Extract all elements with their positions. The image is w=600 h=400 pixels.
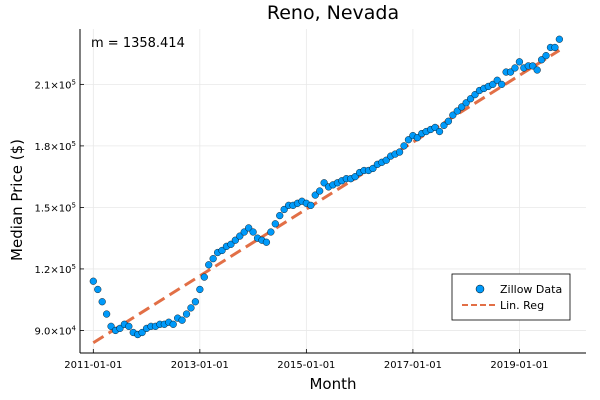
data-point [382, 156, 390, 164]
legend-label-lin-reg: Lin. Reg [500, 299, 544, 312]
data-point [555, 35, 563, 43]
data-point [138, 328, 146, 337]
data-point [271, 220, 279, 228]
legend-box [451, 273, 571, 321]
regression-line-layer [92, 49, 561, 345]
data-point [103, 310, 111, 318]
data-point [351, 173, 359, 181]
data-point [395, 148, 404, 156]
data-point [191, 298, 200, 306]
data-point [98, 298, 106, 306]
data-point [489, 80, 497, 88]
data-point [458, 103, 466, 111]
y-tick-label: 2.1×105 [35, 78, 76, 91]
y-tick-label: 1.5×105 [35, 201, 76, 214]
x-tick-label: 2015-01-01 [277, 360, 335, 371]
y-tick-label: 9.0×104 [35, 324, 77, 337]
data-point [453, 107, 461, 115]
data-point [231, 236, 239, 244]
data-point [236, 232, 244, 240]
data-point [493, 76, 501, 84]
data-point [249, 228, 257, 236]
data-point [533, 66, 541, 74]
data-point [107, 322, 115, 330]
data-point [311, 191, 319, 199]
legend-marker-zillow-data [475, 284, 485, 294]
legend-label-zillow-data: Zillow Data [500, 283, 562, 296]
chart-title: Reno, Nevada [267, 2, 399, 24]
data-point [471, 91, 479, 99]
data-point [276, 212, 284, 220]
data-point [169, 320, 177, 328]
data-point [178, 316, 186, 324]
data-points [89, 35, 563, 339]
data-point [267, 228, 275, 236]
data-point [218, 246, 226, 255]
data-point [529, 62, 537, 70]
x-ticks: 2011-01-01 2013-01-01 2015-01-01 2017-01-01… [64, 349, 548, 371]
data-point [200, 273, 208, 281]
axes [79, 29, 586, 354]
data-point [187, 304, 195, 312]
regression-line [92, 49, 561, 345]
data-point [400, 142, 408, 150]
data-point [320, 179, 328, 187]
data-point [515, 58, 524, 66]
x-tick-label: 2019-01-01 [490, 360, 548, 371]
data-point [227, 240, 235, 248]
y-ticks: 9.0×104 1.2×105 1.5×105 1.8×105 2.1×105 [35, 78, 84, 337]
x-tick-label: 2017-01-01 [384, 360, 442, 371]
data-point [466, 95, 475, 103]
data-point [538, 56, 546, 64]
slope-annotation: m = 1358.414 [91, 36, 185, 51]
data-point [506, 68, 515, 76]
data-point [240, 228, 248, 236]
data-point [245, 224, 253, 232]
data-point [89, 277, 97, 285]
data-point [94, 285, 102, 294]
data-point [444, 117, 453, 125]
x-axis-title: Month [309, 375, 356, 393]
legend: Zillow Data Lin. Reg [451, 273, 571, 321]
data-point [116, 324, 124, 332]
data-point [196, 285, 204, 294]
y-tick-label: 1.8×105 [35, 140, 76, 153]
y-axis-title: Median Price ($) [8, 139, 26, 261]
data-point [440, 121, 448, 129]
x-tick-label: 2011-01-01 [64, 360, 122, 371]
data-point [551, 43, 559, 52]
data-point [404, 136, 413, 144]
y-tick-label: 1.2×105 [35, 263, 76, 276]
data-point [262, 238, 271, 246]
data-point [431, 123, 439, 132]
data-point [307, 201, 315, 209]
data-point [369, 164, 377, 173]
data-point [449, 111, 457, 119]
data-point [280, 205, 288, 214]
data-point [413, 134, 421, 142]
data-point [205, 261, 213, 269]
data-point [182, 310, 191, 318]
data-point [542, 52, 550, 60]
data-point [498, 80, 506, 88]
data-point [209, 255, 217, 263]
data-point [511, 64, 519, 72]
data-point [316, 187, 324, 195]
data-point [435, 127, 444, 136]
x-tick-label: 2013-01-01 [171, 360, 229, 371]
data-point [462, 99, 470, 107]
data-point [125, 322, 133, 330]
